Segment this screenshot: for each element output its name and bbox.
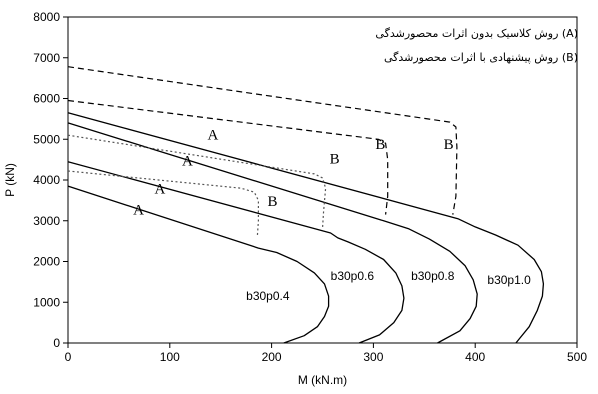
series-a-b30p04 xyxy=(67,185,330,344)
x-tick-label: 0 xyxy=(65,350,72,364)
series-b-b30p06 xyxy=(67,134,327,229)
x-tick-label: 200 xyxy=(262,350,282,364)
method-label-b: B xyxy=(330,152,340,168)
legend-marker-right: (B) xyxy=(558,51,578,64)
series-b-b30p04 xyxy=(67,170,259,238)
x-tick-label: 100 xyxy=(160,350,180,364)
method-label-a: A xyxy=(207,127,218,143)
plot-frame xyxy=(67,16,578,344)
y-axis-title: P (kN) xyxy=(3,163,17,197)
curve-label-b30p08: b30p0.8 xyxy=(411,269,455,283)
legend: روش کلاسیک بدون اثرات محصورشدگی (A) روش … xyxy=(375,27,578,64)
method-label-a: A xyxy=(133,203,144,219)
y-tick-label: 3000 xyxy=(33,214,60,228)
series-layer xyxy=(67,66,545,344)
y-tick-label: 8000 xyxy=(33,10,60,24)
y-tick-label: 5000 xyxy=(33,132,60,146)
series-b-b30p10 xyxy=(67,66,458,215)
series-a-b30p10 xyxy=(67,112,545,344)
legend-text: روش پیشنهادی با اثرات محصورشدگی xyxy=(384,51,558,64)
y-tick-label: 2000 xyxy=(33,255,60,269)
legend-text: روش کلاسیک بدون اثرات محصورشدگی xyxy=(375,27,558,40)
legend-entry-a: روش کلاسیک بدون اثرات محصورشدگی (A) xyxy=(375,27,578,40)
method-label-b: B xyxy=(375,137,385,153)
x-tick-label: 400 xyxy=(465,350,485,364)
series-a-b30p06 xyxy=(67,161,405,344)
curve-label-b30p04: b30p0.4 xyxy=(246,289,290,303)
y-tick-label: 7000 xyxy=(33,51,60,65)
method-label-a: A xyxy=(182,153,193,169)
method-label-a: A xyxy=(155,181,166,197)
y-tick-label: 0 xyxy=(53,336,60,350)
axes: 0 100 200 300 400 500010002000300040005000600… xyxy=(3,10,587,387)
method-label-b: B xyxy=(444,137,454,153)
curve-label-b30p10: b30p1.0 xyxy=(487,273,531,287)
y-tick-label: 1000 xyxy=(33,295,60,309)
x-axis-title: M (kN.m) xyxy=(298,373,347,387)
x-tick-label: 300 xyxy=(363,350,383,364)
series-a-b30p08 xyxy=(67,122,478,344)
x-tick-label: 500 xyxy=(567,350,587,364)
method-label-b: B xyxy=(268,194,278,210)
y-tick-label: 6000 xyxy=(33,92,60,106)
series-b-b30p08 xyxy=(67,99,389,215)
curve-label-b30p06: b30p0.6 xyxy=(331,269,375,283)
legend-marker-right: (A) xyxy=(558,27,578,40)
legend-entry-b: روش پیشنهادی با اثرات محصورشدگی (B) xyxy=(384,51,578,64)
y-tick-label: 4000 xyxy=(33,173,60,187)
